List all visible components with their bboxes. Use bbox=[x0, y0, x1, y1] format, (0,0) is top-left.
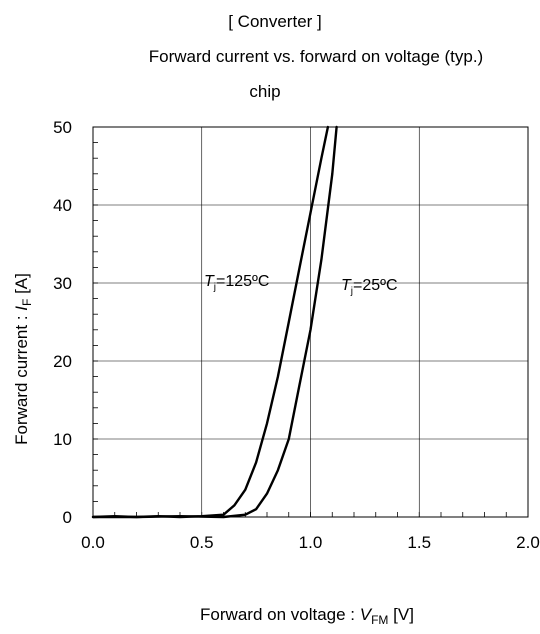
x-tick-label: 0.5 bbox=[190, 533, 214, 552]
x-tick-label: 1.5 bbox=[407, 533, 431, 552]
chart-title-line-2: Forward current vs. forward on voltage (… bbox=[149, 47, 483, 66]
plot-frame bbox=[92, 126, 529, 518]
series-line-0 bbox=[91, 125, 330, 519]
chart-title-line-1: [ Converter ] bbox=[228, 12, 322, 31]
y-tick-label: 30 bbox=[53, 274, 72, 293]
series-line-1 bbox=[91, 125, 338, 519]
y-tick-label: 40 bbox=[53, 196, 72, 215]
x-tick-labels: 0.0 0.5 1.0 1.5 2.0 bbox=[81, 533, 540, 552]
chart-title-line-3: chip bbox=[249, 82, 280, 101]
series-label-tj-125: Tj=125ºC bbox=[204, 273, 269, 293]
grid bbox=[93, 127, 528, 517]
x-tick-label: 0.0 bbox=[81, 533, 105, 552]
x-tick-label: 1.0 bbox=[299, 533, 323, 552]
y-tick-label: 0 bbox=[63, 508, 72, 527]
y-axis-label: Forward current : IF [A] bbox=[12, 273, 34, 445]
series-lines bbox=[91, 125, 338, 519]
y-tick-label: 20 bbox=[53, 352, 72, 371]
x-tick-label: 2.0 bbox=[516, 533, 540, 552]
y-tick-label: 10 bbox=[53, 430, 72, 449]
x-axis-label: Forward on voltage : VFM [V] bbox=[200, 605, 414, 627]
y-tick-labels: 0 10 20 30 40 50 bbox=[53, 118, 72, 527]
series-label-tj-25: Tj=25ºC bbox=[341, 277, 398, 297]
y-tick-label: 50 bbox=[53, 118, 72, 137]
